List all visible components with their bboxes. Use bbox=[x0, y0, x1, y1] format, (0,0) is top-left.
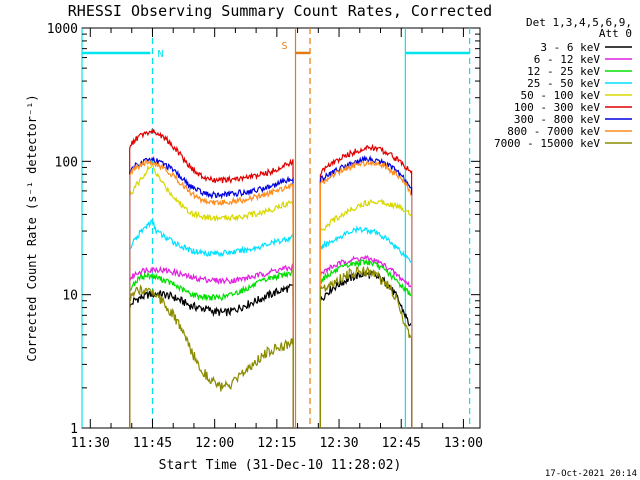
chart-title: RHESSI Observing Summary Count Rates, Co… bbox=[68, 2, 492, 20]
y-tick-label-3: 1000 bbox=[47, 22, 78, 37]
legend-label-1: 6 - 12 keV bbox=[534, 53, 601, 66]
series-7-segment-1 bbox=[319, 159, 413, 428]
series-3-segment-1 bbox=[319, 225, 413, 428]
legend-label-6: 300 - 800 keV bbox=[514, 113, 600, 126]
legend-label-7: 800 - 7000 keV bbox=[507, 125, 600, 138]
legend-label-8: 7000 - 15000 keV bbox=[494, 137, 600, 150]
series-3 bbox=[129, 219, 413, 429]
series-7 bbox=[129, 159, 413, 429]
legend-header-1: Att 0 bbox=[599, 27, 632, 40]
series-1-segment-0 bbox=[129, 263, 294, 429]
series-1-segment-1 bbox=[319, 254, 413, 428]
x-tick-label-4: 12:30 bbox=[319, 436, 358, 451]
timestamp-footer: 17-Oct-2021 20:14 bbox=[545, 469, 637, 479]
series-4-segment-0 bbox=[129, 162, 294, 429]
series-3-segment-0 bbox=[129, 219, 294, 429]
x-tick-label-1: 11:45 bbox=[133, 436, 172, 451]
y-tick-label-0: 1 bbox=[70, 422, 78, 437]
x-tick-label-0: 11:30 bbox=[71, 436, 110, 451]
series-0-segment-1 bbox=[319, 269, 413, 428]
legend-label-0: 3 - 6 keV bbox=[540, 41, 600, 54]
series-8-segment-0 bbox=[129, 284, 294, 429]
legend-label-4: 50 - 100 keV bbox=[521, 89, 601, 102]
series-4 bbox=[129, 162, 413, 429]
series-7-segment-0 bbox=[129, 159, 294, 429]
x-tick-label-2: 12:00 bbox=[195, 436, 234, 451]
series-1 bbox=[129, 254, 413, 429]
y-axis-label: Corrected Count Rate (s⁻¹ detector⁻¹) bbox=[25, 94, 39, 361]
y-tick-label-2: 100 bbox=[55, 155, 78, 170]
x-tick-label-6: 13:00 bbox=[444, 436, 483, 451]
series-0 bbox=[129, 269, 413, 429]
x-tick-label-3: 12:15 bbox=[257, 436, 296, 451]
plot-frame bbox=[81, 27, 481, 429]
saa-marker-label: S bbox=[282, 41, 288, 52]
series-0-segment-0 bbox=[129, 282, 294, 429]
series-2-segment-0 bbox=[129, 268, 294, 429]
axes: 1 10 100 1000 11:30 11:45 12:00 12:15 12:30 12:45… bbox=[47, 22, 483, 451]
series-8 bbox=[129, 265, 413, 429]
series-2 bbox=[129, 258, 413, 429]
legend-label-3: 25 - 50 keV bbox=[527, 77, 600, 90]
series-8-segment-1 bbox=[319, 265, 413, 428]
series-layer bbox=[129, 127, 413, 429]
legend-header-0: Det 1,3,4,5,6,9, bbox=[526, 16, 632, 29]
series-5-segment-1 bbox=[319, 143, 413, 428]
night-marker-label: N bbox=[157, 49, 163, 60]
series-2-segment-1 bbox=[319, 258, 413, 428]
y-tick-label-1: 10 bbox=[62, 289, 78, 304]
observing-markers: NS bbox=[81, 28, 471, 428]
series-5-segment-0 bbox=[129, 127, 294, 429]
legend-label-2: 12 - 25 keV bbox=[527, 65, 600, 78]
series-4-segment-1 bbox=[319, 198, 413, 428]
x-tick-label-5: 12:45 bbox=[382, 436, 421, 451]
series-5 bbox=[129, 127, 413, 429]
legend-label-5: 100 - 300 keV bbox=[514, 101, 600, 114]
x-axis-label: Start Time (31-Dec-10 11:28:02) bbox=[159, 458, 402, 473]
series-6-segment-1 bbox=[319, 154, 413, 428]
